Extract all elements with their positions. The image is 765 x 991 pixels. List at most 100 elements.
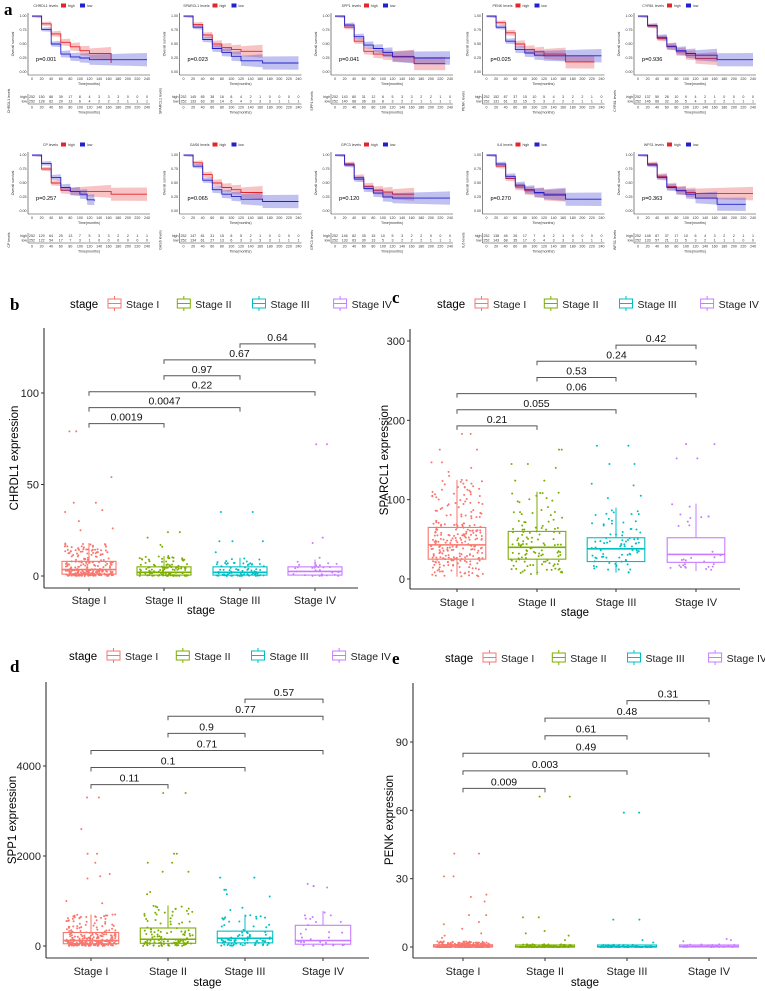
risk-count-low: 146 [645, 100, 651, 104]
legend-label-high: high [220, 4, 227, 8]
x-axis-title: Time(months) [78, 82, 100, 86]
data-point [511, 492, 514, 495]
data-point [438, 549, 441, 552]
risk-count-low: 61 [504, 100, 508, 104]
risk-count-high: 3 [108, 95, 110, 99]
data-point [621, 531, 624, 534]
legend-item-stage-3: Stage III [619, 296, 677, 311]
legend-label-low: low [542, 143, 548, 147]
data-point [466, 941, 469, 944]
data-point [542, 560, 545, 563]
x-tick-label: 20 [494, 77, 498, 81]
y-axis-title: PENK expression [384, 775, 396, 865]
legend-title: stage [69, 651, 97, 663]
data-point [440, 488, 443, 491]
data-point [465, 940, 468, 943]
data-point [679, 566, 682, 569]
x-tick-label: 60 [210, 77, 214, 81]
data-point [71, 917, 74, 920]
data-point [109, 570, 112, 573]
data-point [177, 940, 180, 943]
risk-x-axis-title: Time(months) [381, 250, 403, 254]
legend-item-stage-2: Stage II [543, 296, 599, 311]
data-point [556, 551, 559, 554]
data-point [606, 541, 609, 544]
outlier-point [696, 457, 699, 460]
box [427, 526, 487, 560]
x-axis-title: Time(months) [532, 221, 554, 225]
x-tick-label: 40 [352, 216, 356, 220]
data-point [624, 559, 627, 562]
data-point [457, 506, 460, 509]
x-tick-label: 60 [665, 77, 669, 81]
risk-count-low: 61 [201, 239, 205, 243]
x-tick-label: 80 [674, 216, 678, 220]
risk-x-tick-label: 140 [702, 106, 708, 110]
risk-x-tick-label: 100 [531, 106, 537, 110]
data-point [526, 565, 529, 568]
risk-count-low: 13 [220, 239, 224, 243]
outlier-point [447, 470, 450, 473]
outlier-point [514, 479, 517, 482]
data-point [264, 940, 267, 943]
data-point [476, 574, 479, 577]
x-tick-label: Stage III [607, 966, 648, 978]
risk-count-high: 0 [298, 95, 300, 99]
legend-title: stage [437, 299, 465, 311]
x-tick-label: 120 [390, 77, 396, 81]
bracket-line [544, 717, 710, 723]
data-point [70, 555, 73, 558]
legend-label: Stage IV [351, 651, 391, 663]
legend-label-low: low [87, 4, 93, 8]
data-point [230, 944, 233, 947]
risk-count-low: 68 [504, 239, 508, 243]
data-point [80, 545, 83, 548]
x-tick-label: 160 [106, 77, 112, 81]
data-point [537, 555, 540, 558]
data-point [628, 552, 631, 555]
outlier-point [729, 939, 732, 942]
data-point [138, 557, 141, 560]
data-point [65, 919, 68, 922]
outlier-point [315, 443, 318, 446]
data-point [621, 534, 624, 537]
outlier-point [218, 540, 221, 543]
risk-x-tick-label: 40 [49, 106, 53, 110]
data-point [636, 537, 639, 540]
risk-x-tick-label: 80 [220, 106, 224, 110]
risk-count-high: 8 [79, 95, 81, 99]
data-point [148, 560, 151, 563]
risk-count-low: 3 [250, 239, 252, 243]
risk-count-low: 2 [117, 100, 119, 104]
data-point [83, 936, 86, 939]
bracket-line [90, 784, 169, 789]
risk-row-label-high: high [20, 95, 27, 99]
data-point [111, 913, 114, 916]
data-point [225, 560, 228, 563]
outlier-point [560, 448, 563, 451]
risk-count-high: 7 [533, 234, 535, 238]
data-point [524, 557, 527, 560]
y-tick-label: 0.50 [20, 42, 27, 46]
legend-swatch-low [686, 3, 691, 8]
data-point [463, 493, 466, 496]
outlier-point [475, 448, 478, 451]
outlier-point [318, 556, 321, 559]
legend-label: Stage I [501, 653, 534, 665]
legend-item-stage-4: Stage IV [333, 296, 392, 311]
risk-x-tick-label: 220 [740, 245, 746, 249]
risk-count-high: 3 [411, 95, 413, 99]
risk-count-low: 1 [742, 100, 744, 104]
risk-x-tick-label: 120 [541, 106, 547, 110]
panel-label-b: b [10, 295, 19, 314]
x-tick-label: 140 [248, 77, 254, 81]
risk-x-tick-label: 220 [589, 245, 595, 249]
data-point [481, 552, 484, 555]
box-group-stage-4 [666, 443, 726, 572]
risk-x-tick-label: 40 [49, 245, 53, 249]
risk-count-high: 129 [39, 234, 45, 238]
risk-count-low: 1 [278, 239, 280, 243]
risk-table-label: CP levels [7, 232, 11, 247]
confidence-band-low [486, 16, 602, 63]
data-point [64, 550, 67, 553]
